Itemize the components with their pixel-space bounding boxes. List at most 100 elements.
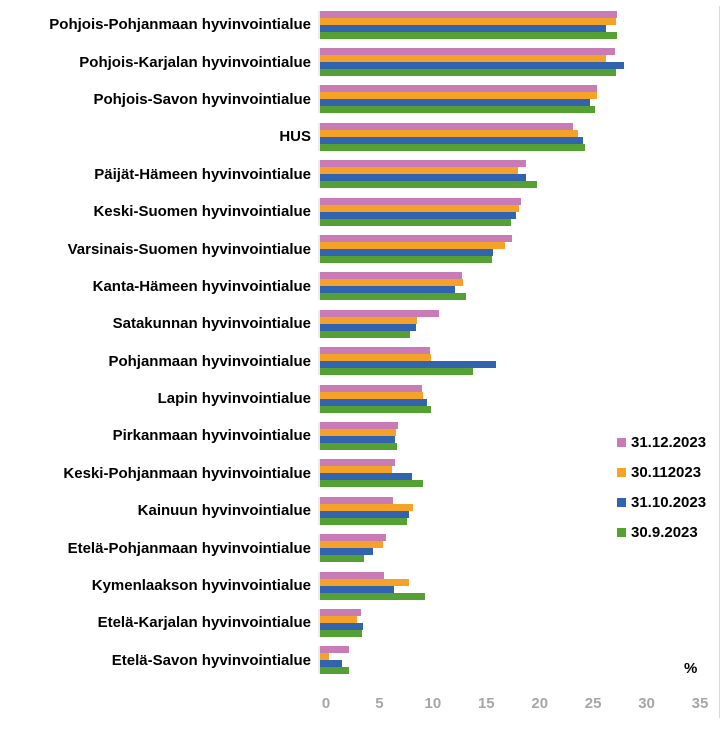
bar-31.10.2023	[320, 62, 624, 70]
bar-group	[318, 85, 719, 114]
chart-rows: Pohjois-Pohjanmaan hyvinvointialue Pohjoi…	[0, 6, 719, 679]
bar-30.9.2023	[320, 330, 410, 338]
bar-31.12.2023	[320, 85, 597, 93]
legend-swatch-icon	[617, 438, 626, 447]
bar-30.9.2023	[320, 181, 537, 189]
bar-31.12.2023	[320, 534, 387, 542]
bar-30.9.2023	[320, 555, 364, 563]
bar-group	[318, 160, 719, 189]
category-label: Kymenlaakson hyvinvointialue	[91, 577, 311, 595]
bar-30.112023	[320, 354, 432, 362]
bar-30.9.2023	[320, 667, 349, 675]
category-row: Kymenlaakson hyvinvointialue	[0, 567, 719, 604]
bar-30.9.2023	[320, 592, 425, 600]
bar-30.112023	[320, 279, 464, 287]
bar-31.10.2023	[320, 323, 417, 331]
bar-30.9.2023	[320, 629, 362, 637]
bar-group	[318, 309, 719, 338]
bar-group	[318, 235, 719, 264]
bar-31.12.2023	[320, 197, 521, 205]
bar-group	[318, 496, 719, 525]
bar-31.12.2023	[320, 496, 393, 504]
category-row: Keski-Pohjanmaan hyvinvointialue	[0, 455, 719, 492]
bar-30.9.2023	[320, 218, 512, 226]
bar-group	[318, 571, 719, 600]
x-axis-tick: 20	[531, 695, 549, 713]
category-row: Etelä-Pohjanmaan hyvinvointialue	[0, 529, 719, 566]
legend-item: 30.112023	[617, 463, 706, 482]
category-label: Pohjanmaan hyvinvointialue	[108, 352, 311, 370]
bar-30.9.2023	[320, 256, 492, 264]
legend-label: 30.112023	[631, 464, 702, 481]
bar-group	[318, 122, 719, 151]
bar-31.12.2023	[320, 272, 463, 280]
bar-31.10.2023	[320, 435, 395, 443]
x-axis: 0 5 10 15 20 25 30 35	[0, 695, 719, 717]
bar-group	[318, 608, 719, 637]
bar-31.12.2023	[320, 10, 618, 18]
x-axis-tick: 0	[321, 695, 331, 713]
x-axis-tick: 35	[691, 695, 709, 713]
category-label: Satakunnan hyvinvointialue	[112, 315, 311, 333]
bar-30.112023	[320, 391, 423, 399]
bar-31.10.2023	[320, 249, 494, 257]
bar-31.10.2023	[320, 398, 427, 406]
bar-31.10.2023	[320, 24, 607, 32]
bar-30.112023	[320, 503, 413, 511]
bar-group	[318, 347, 719, 376]
legend-item: 31.12.2023	[617, 433, 706, 452]
category-label: Kanta-Hämeen hyvinvointialue	[92, 277, 311, 295]
x-axis-tick: 5	[375, 695, 384, 713]
category-row: Keski-Suomen hyvinvointialue	[0, 193, 719, 230]
bar-group	[318, 272, 719, 301]
bar-group	[318, 10, 719, 39]
legend-swatch-icon	[617, 498, 626, 507]
bar-30.112023	[320, 541, 383, 549]
bar-31.12.2023	[320, 235, 513, 243]
bar-30.9.2023	[320, 480, 423, 488]
category-row: Varsinais-Suomen hyvinvointialue	[0, 230, 719, 267]
bar-31.12.2023	[320, 309, 439, 317]
bar-30.112023	[320, 316, 418, 324]
bar-group	[318, 384, 719, 413]
category-row: Pirkanmaan hyvinvointialue	[0, 417, 719, 454]
bar-group	[318, 421, 719, 450]
bar-31.12.2023	[320, 459, 395, 467]
bar-31.10.2023	[320, 660, 343, 668]
bar-31.12.2023	[320, 347, 431, 355]
category-row: Päijät-Hämeen hyvinvointialue	[0, 156, 719, 193]
bar-30.112023	[320, 17, 616, 25]
bar-30.9.2023	[320, 293, 467, 301]
bar-31.12.2023	[320, 160, 527, 168]
legend-item: 30.9.2023	[617, 523, 706, 542]
bar-31.10.2023	[320, 548, 374, 556]
bar-31.10.2023	[320, 174, 527, 182]
bar-31.10.2023	[320, 473, 412, 481]
legend: 31.12.2023 30.112023 31.10.2023 30.9.2023	[617, 433, 706, 542]
bar-31.12.2023	[320, 384, 422, 392]
bar-30.112023	[320, 55, 607, 63]
bar-group	[318, 48, 719, 77]
bar-30.9.2023	[320, 442, 397, 450]
bar-30.9.2023	[320, 143, 585, 151]
category-label: Etelä-Karjalan hyvinvointialue	[97, 614, 311, 632]
category-label: Pohjois-Savon hyvinvointialue	[93, 90, 311, 108]
bar-group	[318, 534, 719, 563]
bar-30.9.2023	[320, 69, 616, 77]
x-axis-tick: 10	[424, 695, 442, 713]
category-label: Keski-Suomen hyvinvointialue	[93, 203, 311, 221]
x-axis-unit-label: %	[684, 660, 698, 677]
bar-30.112023	[320, 578, 409, 586]
legend-swatch-icon	[617, 528, 626, 537]
category-label: Etelä-Savon hyvinvointialue	[111, 651, 311, 669]
bar-30.112023	[320, 615, 358, 623]
bar-30.9.2023	[320, 517, 407, 525]
bar-30.112023	[320, 204, 519, 212]
category-row: Etelä-Savon hyvinvointialue	[0, 642, 719, 679]
category-row: Satakunnan hyvinvointialue	[0, 305, 719, 342]
bar-chart: Pohjois-Pohjanmaan hyvinvointialue Pohjoi…	[0, 6, 720, 718]
bar-31.10.2023	[320, 286, 455, 294]
category-row: Kanta-Hämeen hyvinvointialue	[0, 268, 719, 305]
bar-group	[318, 197, 719, 226]
category-label: Pirkanmaan hyvinvointialue	[112, 427, 311, 445]
